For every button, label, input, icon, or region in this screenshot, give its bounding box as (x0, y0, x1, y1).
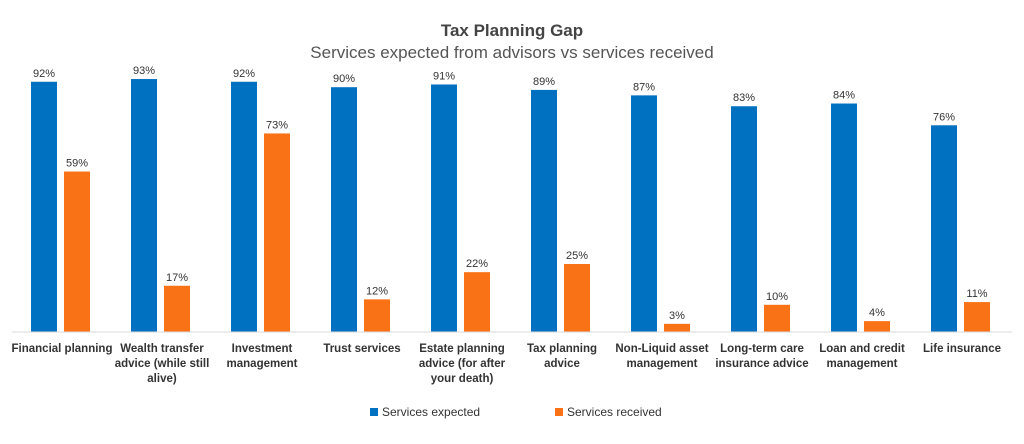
bar-expected-7 (731, 106, 757, 333)
bar-expected-9 (931, 125, 957, 332)
data-label-received-5: 25% (566, 250, 588, 262)
bar-received-7 (764, 304, 790, 332)
bar-received-6 (664, 323, 690, 332)
bar-expected-4 (431, 84, 457, 332)
data-label-expected-1: 93% (133, 65, 155, 77)
bar-expected-1 (131, 79, 157, 332)
data-label-expected-9: 76% (933, 111, 955, 123)
category-label-8: Loan and credit management (819, 343, 905, 370)
data-label-expected-6: 87% (633, 81, 655, 93)
legend-label-services-received: Services received (567, 405, 662, 419)
data-label-received-6: 3% (669, 310, 685, 322)
category-label-5: Tax planning advice (527, 343, 597, 370)
data-label-received-7: 10% (766, 291, 788, 303)
chart-title: Tax Planning Gap (441, 21, 583, 40)
category-label-2: Investment management (227, 343, 298, 370)
category-label-3: Trust services (323, 343, 400, 355)
legend-label-services-expected: Services expected (382, 405, 480, 419)
data-label-expected-8: 84% (833, 90, 855, 102)
category-label-9: Life insurance (923, 343, 1001, 355)
legend-swatch-services-received (555, 408, 563, 416)
data-label-received-9: 11% (966, 288, 987, 300)
category-label-4: Estate planning advice (for after your dea… (419, 343, 506, 385)
legend-swatch-services-expected (370, 408, 378, 416)
bar-received-5 (564, 264, 590, 332)
data-label-expected-7: 83% (733, 92, 755, 104)
data-label-received-2: 73% (266, 119, 288, 131)
data-label-expected-2: 92% (233, 68, 255, 80)
category-label-1: Wealth transfer advice (while still alive) (115, 343, 210, 385)
category-label-7: Long-term care insurance advice (715, 343, 808, 370)
data-label-expected-0: 92% (33, 68, 55, 80)
bar-expected-2 (231, 81, 257, 332)
data-label-received-8: 4% (869, 307, 885, 319)
bar-expected-5 (531, 89, 557, 332)
bar-received-9 (964, 302, 990, 332)
legend: Services expected Services received (370, 405, 662, 419)
category-label-0: Financial planning (12, 343, 113, 355)
bar-received-1 (164, 285, 190, 332)
bar-received-3 (364, 299, 390, 332)
bar-expected-0 (31, 81, 57, 332)
bar-expected-6 (631, 95, 657, 332)
data-label-received-0: 59% (66, 158, 88, 170)
data-label-received-1: 17% (166, 272, 188, 284)
data-label-received-3: 12% (366, 285, 388, 297)
chart-subtitle: Services expected from advisors vs servi… (310, 43, 713, 62)
plot-area: 92% 59% Financial planning 93% 17% Wealth tra… (12, 65, 1001, 385)
bar-received-4 (464, 272, 490, 332)
category-label-6: Non-Liquid asset management (615, 343, 708, 370)
bar-expected-3 (331, 87, 357, 332)
data-label-received-4: 22% (466, 258, 488, 270)
bar-expected-8 (831, 103, 857, 333)
bar-received-2 (264, 133, 290, 332)
data-label-expected-4: 91% (433, 70, 455, 82)
bar-received-8 (864, 321, 890, 332)
data-label-expected-3: 90% (333, 73, 355, 85)
data-label-expected-5: 89% (533, 76, 555, 88)
bar-received-0 (64, 171, 90, 332)
